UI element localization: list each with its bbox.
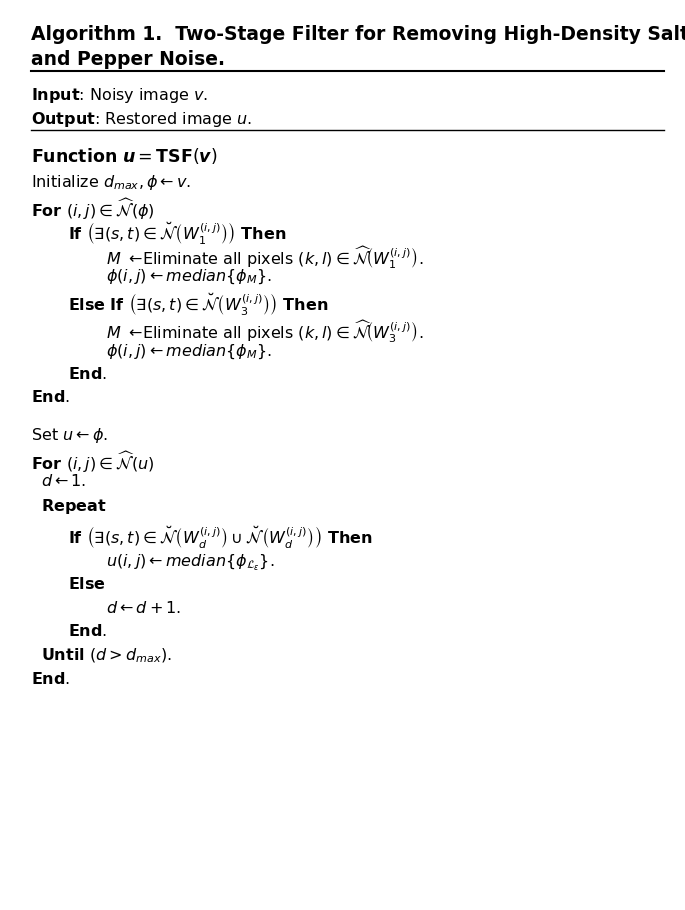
Text: $\mathbf{For}\ (i,j) \in \widehat{\mathcal{N}}(u)$: $\mathbf{For}\ (i,j) \in \widehat{\mathc… xyxy=(31,450,154,475)
Text: $\mathbf{If}\ \left(\exists(s,t) \in \breve{\mathcal{N}}\left(W_d^{(i,j)}\right): $\mathbf{If}\ \left(\exists(s,t) \in \br… xyxy=(68,524,373,551)
Text: $\mathbf{End}.$: $\mathbf{End}.$ xyxy=(68,623,108,640)
Text: $M\ \leftarrow\!$Eliminate all pixels $(k,l) \in \widehat{\mathcal{N}}\!\left(W_: $M\ \leftarrow\!$Eliminate all pixels $(… xyxy=(106,244,423,271)
Text: $\mathbf{End}.$: $\mathbf{End}.$ xyxy=(68,366,108,382)
Text: $M\ \leftarrow\!$Eliminate all pixels $(k,l) \in \widehat{\mathcal{N}}\!\left(W_: $M\ \leftarrow\!$Eliminate all pixels $(… xyxy=(106,318,423,346)
Text: $\mathbf{For}\ (i,j) \in \widehat{\mathcal{N}}(\phi)$: $\mathbf{For}\ (i,j) \in \widehat{\mathc… xyxy=(31,197,155,222)
Text: $u(i,j) \leftarrow \mathit{median}\{\phi_{\mathcal{L}_\varepsilon}\}.$: $u(i,j) \leftarrow \mathit{median}\{\phi… xyxy=(106,552,275,573)
Text: and Pepper Noise.: and Pepper Noise. xyxy=(31,50,225,69)
Text: $\mathbf{End}.$: $\mathbf{End}.$ xyxy=(31,389,70,406)
Text: $\mathbf{Output}$: Restored image $u$.: $\mathbf{Output}$: Restored image $u$. xyxy=(31,110,252,129)
Text: $\mathbf{If}\ \left(\exists(s,t) \in \breve{\mathcal{N}}\left(W_1^{(i,j)}\right): $\mathbf{If}\ \left(\exists(s,t) \in \br… xyxy=(68,220,287,247)
Text: $\mathbf{Function}\ \boldsymbol{u} = \mathbf{TSF}(\boldsymbol{v})$: $\mathbf{Function}\ \boldsymbol{u} = \ma… xyxy=(31,146,217,166)
Text: $\mathbf{Until}\ (d > d_{max}).$: $\mathbf{Until}\ (d > d_{max}).$ xyxy=(41,647,172,665)
Text: $d \leftarrow d + 1.$: $d \leftarrow d + 1.$ xyxy=(106,600,182,616)
Text: Initialize $d_{max}, \phi \leftarrow v.$: Initialize $d_{max}, \phi \leftarrow v.$ xyxy=(31,173,191,192)
Text: $\mathbf{Input}$: Noisy image $v$.: $\mathbf{Input}$: Noisy image $v$. xyxy=(31,86,208,106)
Text: $\mathbf{End}.$: $\mathbf{End}.$ xyxy=(31,671,70,687)
Text: $d \leftarrow 1.$: $d \leftarrow 1.$ xyxy=(41,473,86,490)
Text: Set $u \leftarrow \phi.$: Set $u \leftarrow \phi.$ xyxy=(31,426,108,445)
Text: $\phi(i,j) \leftarrow \mathit{median}\{\phi_M\}.$: $\phi(i,j) \leftarrow \mathit{median}\{\… xyxy=(106,342,273,360)
Text: Algorithm 1.  Two-Stage Filter for Removing High-Density Salt: Algorithm 1. Two-Stage Filter for Removi… xyxy=(31,25,685,45)
Text: $\phi(i,j) \leftarrow \mathit{median}\{\phi_M\}.$: $\phi(i,j) \leftarrow \mathit{median}\{\… xyxy=(106,268,273,286)
Text: $\mathbf{Else\ If}\ \left(\exists(s,t) \in \breve{\mathcal{N}}\left(W_3^{(i,j)}\: $\mathbf{Else\ If}\ \left(\exists(s,t) \… xyxy=(68,291,329,318)
Text: $\mathbf{Else}$: $\mathbf{Else}$ xyxy=(68,576,106,592)
Text: $\mathbf{Repeat}$: $\mathbf{Repeat}$ xyxy=(41,497,107,516)
